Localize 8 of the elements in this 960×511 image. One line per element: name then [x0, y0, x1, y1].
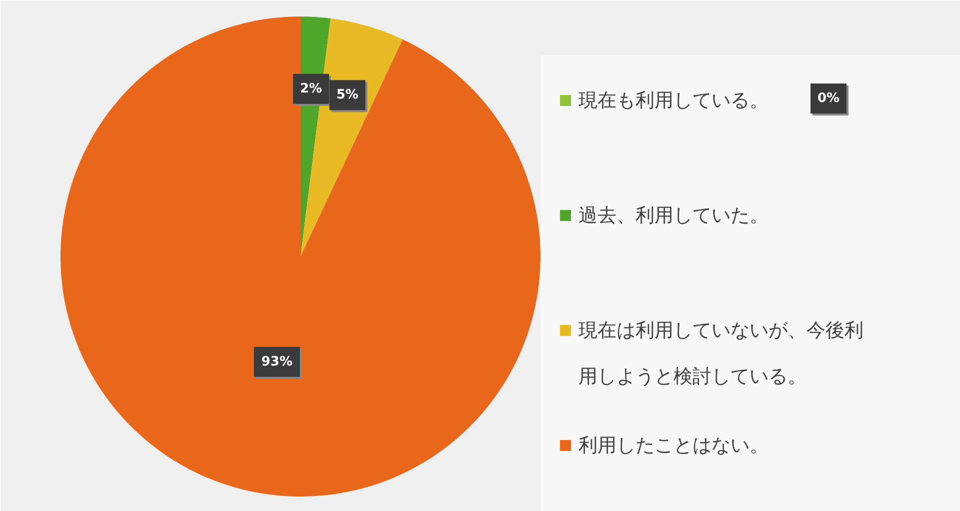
- category-label: 現在は利用していないが、今後利用しようと検討している。: [578, 320, 864, 388]
- text: 0%: [817, 91, 840, 106]
- legend-label: 過去、利用していた。: [578, 204, 768, 226]
- legend-label: 利用したことはない。: [578, 434, 768, 456]
- data-label: 93%: [261, 354, 293, 370]
- legend-label: 現在も利用している。: [578, 90, 768, 112]
- data-label: 5%: [336, 88, 358, 103]
- data-label: 2%: [300, 81, 322, 96]
